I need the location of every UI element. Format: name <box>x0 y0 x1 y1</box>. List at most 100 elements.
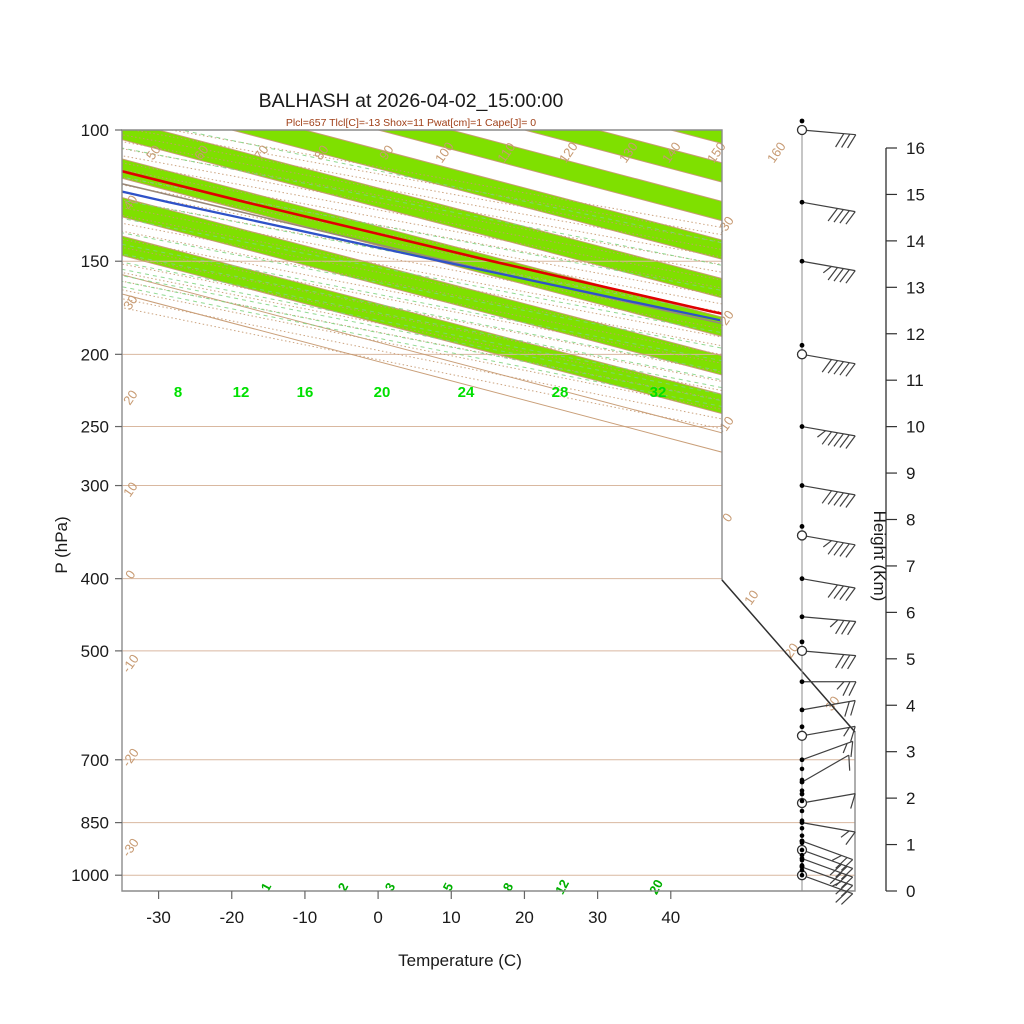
wind-barb <box>796 524 856 558</box>
wind-shaft <box>801 740 853 761</box>
dry-adiabat-top-label: 50 <box>143 142 164 162</box>
pressure-axis-label: P (hPa) <box>52 516 71 573</box>
wind-full-barb <box>840 885 854 897</box>
wind-full-barb <box>848 755 851 771</box>
wind-full-barb <box>844 701 850 717</box>
dry-adiabat-right-label: 30 <box>822 693 843 713</box>
wind-level-dot <box>799 840 805 846</box>
height-tick-label: 14 <box>906 232 925 251</box>
dry-adiabat-left-label: 30 <box>120 292 141 312</box>
wind-full-barb <box>827 432 838 446</box>
wind-shaft <box>801 260 856 272</box>
dry-adiabat-left-label: 0 <box>122 567 138 582</box>
pressure-tick-label: 250 <box>81 418 109 437</box>
wind-full-barb <box>847 621 857 636</box>
wind-half-barb <box>829 619 839 628</box>
wind-full-barb <box>827 208 838 222</box>
wind-full-barb <box>841 133 851 148</box>
wind-level-circle <box>796 124 808 136</box>
wind-full-barb <box>833 361 844 375</box>
wind-barb <box>796 724 856 742</box>
dry-adiabat-top-label: 80 <box>311 142 332 162</box>
wind-full-barb <box>845 270 856 284</box>
isotherm-value-label: 32 <box>650 384 667 401</box>
dry-adiabat-left-label: 10 <box>120 479 141 499</box>
wind-shaft <box>801 822 856 833</box>
wind-barb <box>799 576 856 601</box>
pressure-tick-label: 850 <box>81 814 109 833</box>
isotherm-line <box>122 130 855 891</box>
wind-full-barb <box>840 859 854 871</box>
isotherm-line <box>122 130 855 891</box>
wind-level-dot <box>799 639 805 645</box>
temperature-tick-label: -20 <box>219 908 244 927</box>
wind-barb <box>799 679 857 696</box>
plot-diagonal-edge <box>721 579 856 733</box>
pressure-tick-label: 400 <box>81 570 109 589</box>
wind-level-circle <box>796 730 808 741</box>
dry-adiabat-right-label: 10 <box>741 587 762 607</box>
wind-level-dot <box>799 118 805 124</box>
wind-full-barb <box>833 585 844 599</box>
wind-full-barb <box>850 726 856 742</box>
height-tick-label: 2 <box>906 789 915 808</box>
wind-level-dot <box>799 614 805 620</box>
isotherm-value-label: 24 <box>458 384 475 401</box>
wind-level-dot <box>799 868 805 873</box>
dry-adiabat-top-label: 160 <box>764 139 789 165</box>
isotherm-line <box>122 130 855 891</box>
wind-level-dot <box>799 818 805 824</box>
isotherm-line <box>122 130 855 891</box>
wind-full-barb <box>833 542 844 556</box>
wind-full-barb <box>839 269 850 283</box>
wind-shaft <box>801 353 856 365</box>
wind-full-barb <box>833 433 844 447</box>
wind-full-barb <box>845 435 856 449</box>
height-tick-label: 0 <box>906 882 915 901</box>
wind-full-barb <box>821 431 832 445</box>
wind-full-barb <box>839 434 850 448</box>
wind-level-dot <box>799 707 805 713</box>
shade-band <box>670 130 855 891</box>
pressure-tick-label: 500 <box>81 642 109 661</box>
isotherm-line <box>597 130 855 891</box>
shade-band <box>122 130 855 891</box>
wind-level-dot <box>799 825 805 831</box>
wind-full-barb <box>835 133 845 148</box>
pressure-tick-label: 200 <box>81 345 109 364</box>
wind-level-dot <box>799 679 805 685</box>
dry-adiabat-top-label: 60 <box>191 142 212 162</box>
isotherm-line <box>670 130 855 891</box>
wind-half-barb <box>836 681 845 690</box>
wind-full-barb <box>821 490 832 504</box>
wind-half-barb <box>822 540 832 548</box>
pressure-tick-label: 700 <box>81 751 109 770</box>
wind-level-dot <box>799 858 805 863</box>
wind-full-barb <box>842 681 851 696</box>
wind-barb <box>799 820 856 845</box>
wind-full-barb <box>845 363 856 377</box>
wind-shaft <box>801 201 856 213</box>
wind-level-dot <box>799 258 805 264</box>
wind-full-barb <box>848 681 857 696</box>
wind-full-barb <box>847 655 857 670</box>
wind-shaft <box>801 129 856 136</box>
wind-shaft <box>801 725 856 737</box>
wind-level-dot <box>799 199 805 205</box>
height-tick-label: 5 <box>906 650 915 669</box>
pressure-tick-label: 100 <box>81 121 109 140</box>
wind-level-circle <box>796 530 808 541</box>
isotherm-line <box>122 130 855 891</box>
wind-level-dot <box>799 757 805 763</box>
dry-adiabat-top-label: 90 <box>376 142 397 162</box>
wind-full-barb <box>839 493 850 507</box>
wind-level-dot <box>799 483 805 488</box>
isotherm-value-label: 12 <box>233 384 250 401</box>
wind-level-dot <box>799 777 805 783</box>
height-tick-label: 7 <box>906 557 915 576</box>
wind-level-circle <box>796 349 808 360</box>
wind-full-barb <box>840 893 854 905</box>
wind-full-barb <box>827 267 838 281</box>
height-tick-label: 4 <box>906 696 915 715</box>
